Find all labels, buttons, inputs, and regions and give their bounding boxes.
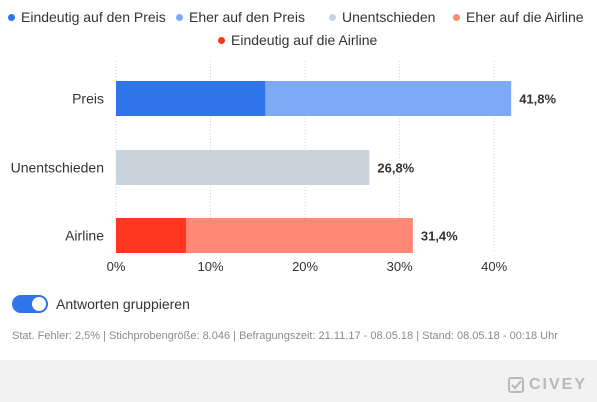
legend-item-eindeutig-preis[interactable]: Eindeutig auf den Preis <box>8 9 166 25</box>
bar-segment <box>116 150 370 185</box>
legend-item-eher-airline[interactable]: Eher auf die Airline <box>453 9 584 25</box>
bar-segment <box>185 218 413 253</box>
legend-dot-icon <box>176 13 183 21</box>
civey-check-icon <box>507 377 524 393</box>
legend-dot-icon <box>8 13 15 21</box>
legend-label: Eher auf die Airline <box>466 9 584 25</box>
legend-label: Eher auf den Preis <box>189 9 305 25</box>
x-tick-label: 0% <box>107 259 126 274</box>
x-tick-label: 10% <box>198 259 224 274</box>
bar-chart: 0% 10% 20% 30% 40% Preis Unentschieden Airline 4… <box>11 61 557 274</box>
bar-segment <box>116 81 266 116</box>
legend-label: Eindeutig auf den Preis <box>21 9 166 25</box>
legend-item-eher-preis[interactable]: Eher auf den Preis <box>176 9 305 25</box>
chart-legend: Eindeutig auf den Preis Eher auf den Pre… <box>0 0 597 56</box>
legend-dot-icon <box>329 13 336 21</box>
bar-total-label: 41,8% <box>519 92 556 107</box>
bar-segment <box>116 218 186 253</box>
bar-segment <box>265 81 512 116</box>
legend-dot-icon <box>218 36 225 44</box>
category-label: Airline <box>65 228 104 244</box>
category-label: Preis <box>72 91 104 107</box>
civey-brand[interactable]: CIVEY <box>507 376 587 394</box>
toggle-knob <box>32 297 46 311</box>
bar-total-label: 26,8% <box>377 161 414 176</box>
survey-stats: Stat. Fehler: 2,5% | Stichprobengröße: 8… <box>12 330 558 342</box>
legend-dot-icon <box>453 13 460 21</box>
legend-item-unentschieden[interactable]: Unentschieden <box>329 9 435 25</box>
group-answers-toggle-row: Antworten gruppieren <box>12 295 190 313</box>
x-tick-label: 40% <box>481 259 507 274</box>
legend-label: Eindeutig auf die Airline <box>231 32 378 48</box>
group-answers-toggle[interactable] <box>12 295 48 313</box>
x-tick-label: 20% <box>292 259 318 274</box>
toggle-label: Antworten gruppieren <box>56 296 190 312</box>
x-tick-label: 30% <box>387 259 413 274</box>
brand-name: CIVEY <box>528 376 587 393</box>
footer: CIVEY <box>0 360 597 402</box>
legend-label: Unentschieden <box>342 9 436 25</box>
category-label: Unentschieden <box>11 160 104 176</box>
legend-item-eindeutig-airline[interactable]: Eindeutig auf die Airline <box>218 32 377 48</box>
bar-total-label: 31,4% <box>421 229 458 244</box>
